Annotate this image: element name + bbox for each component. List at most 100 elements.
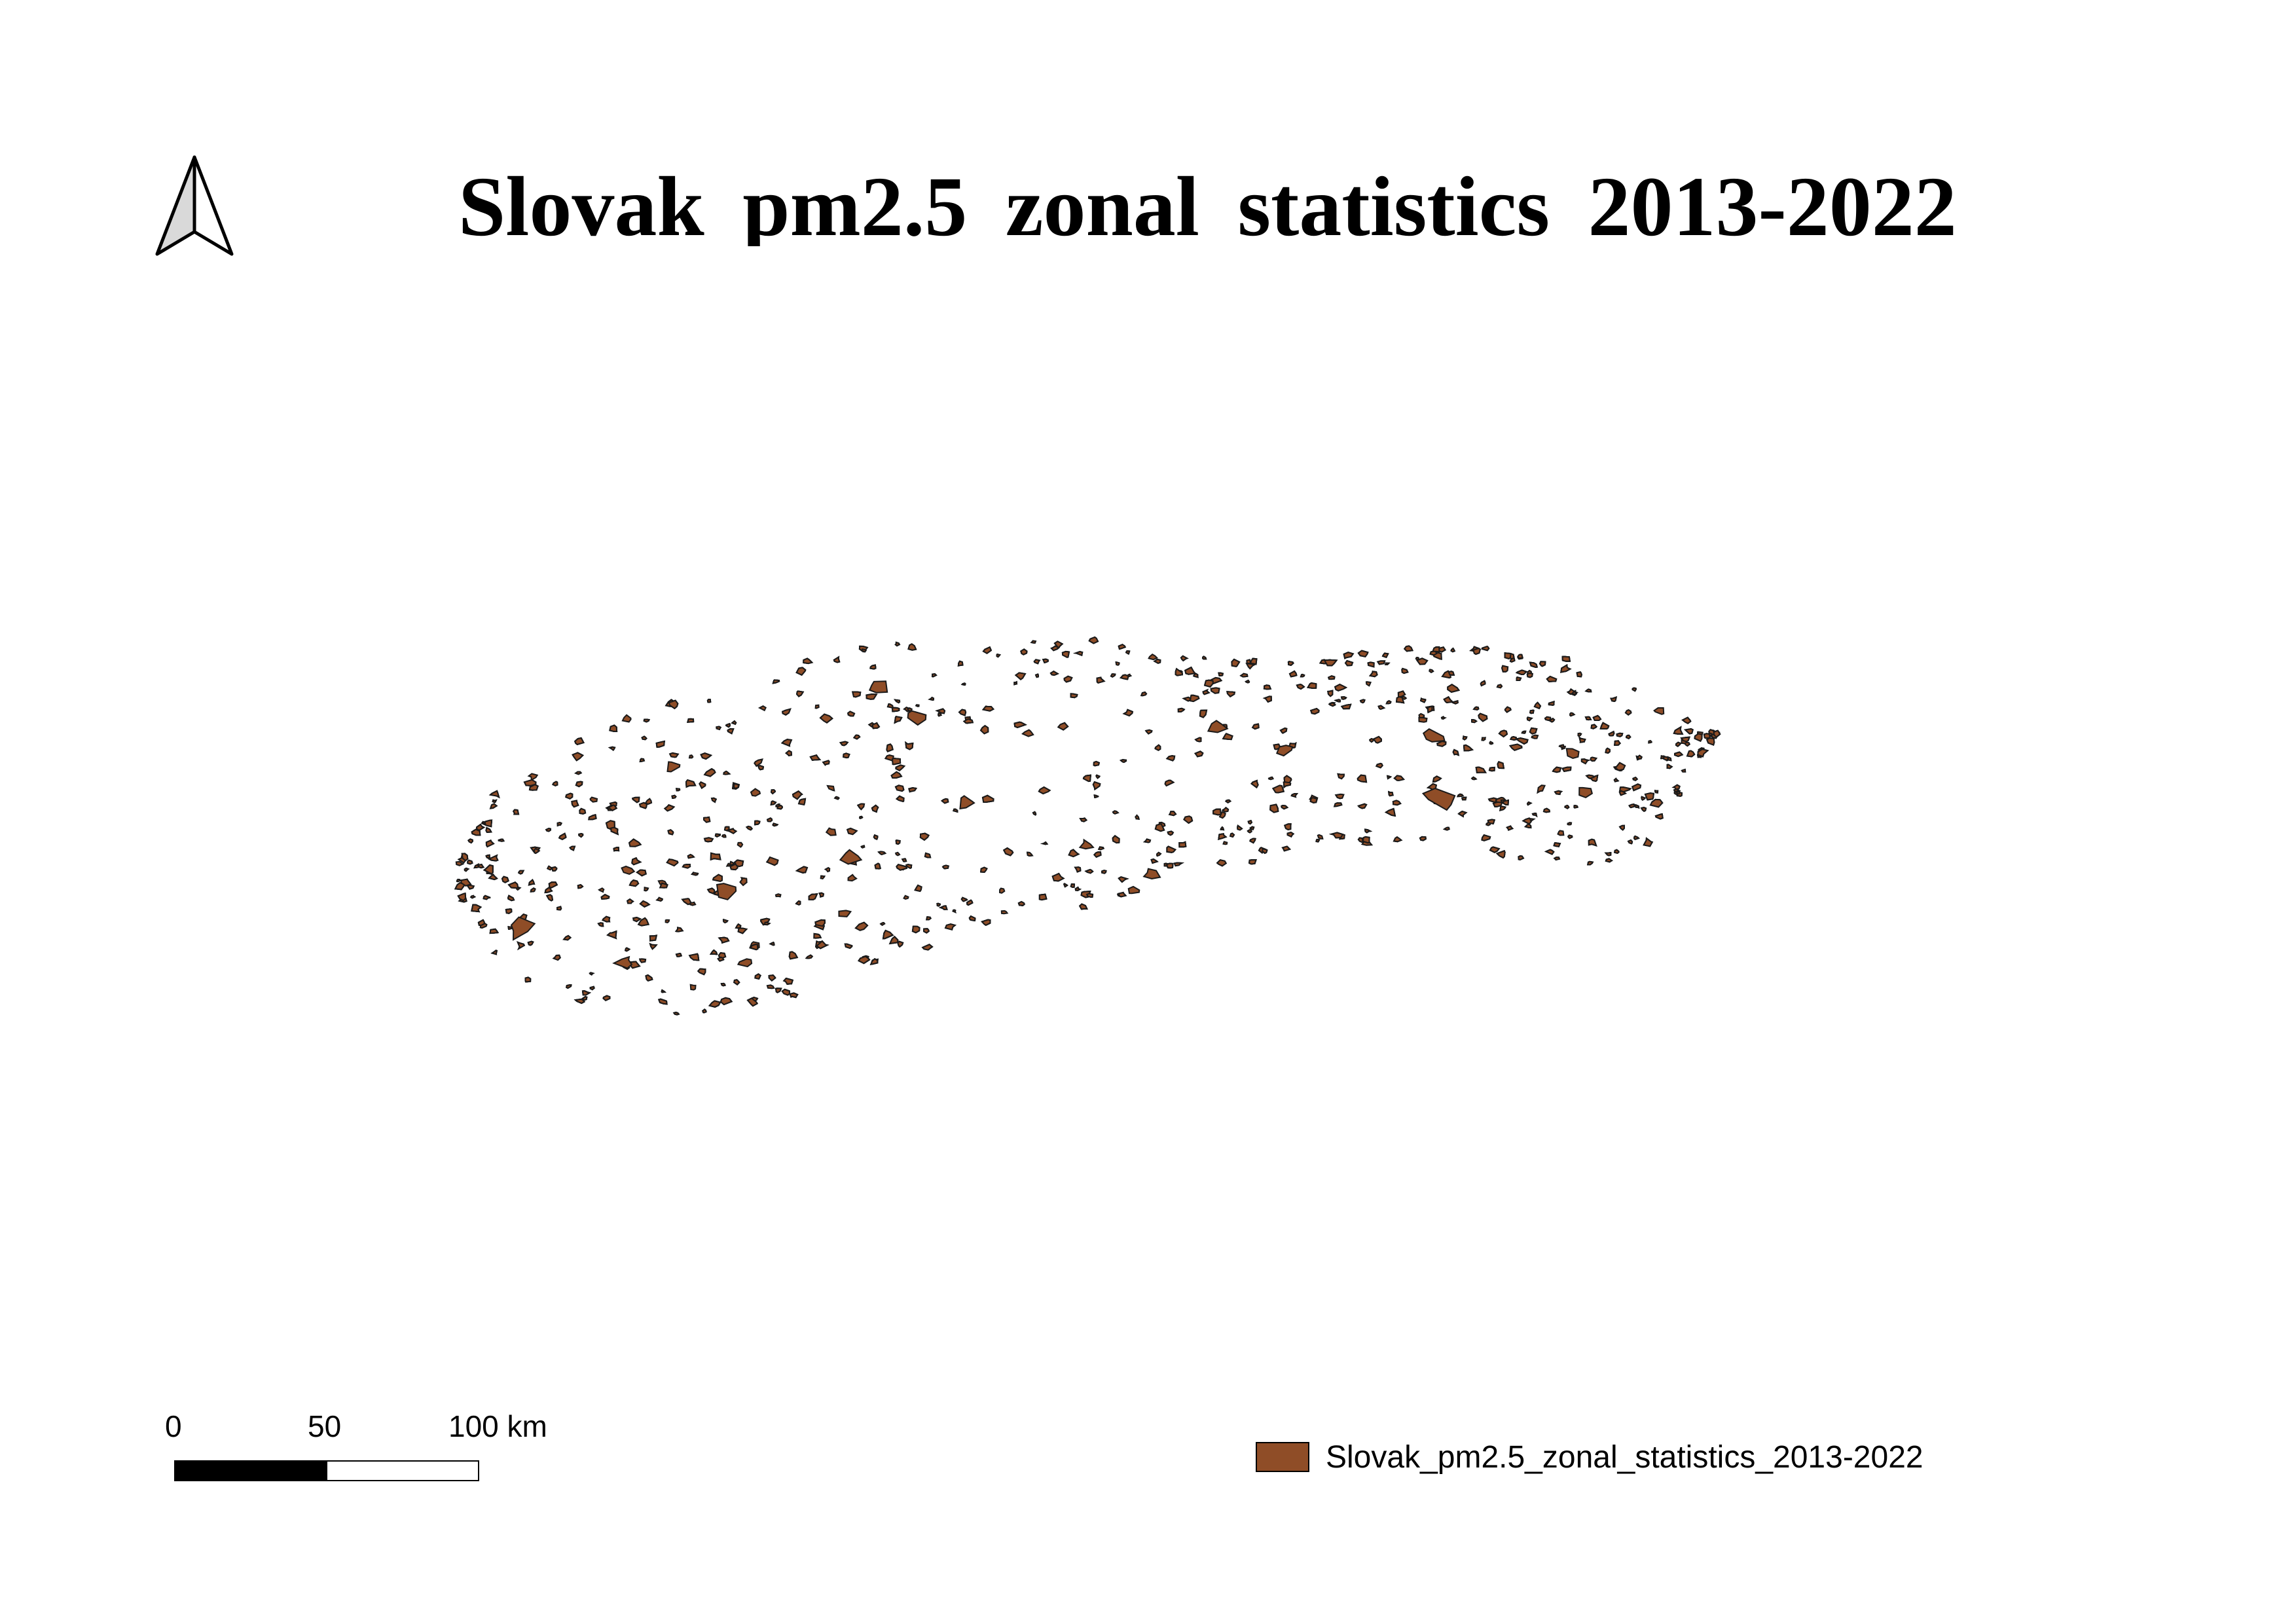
zone-polygon — [1281, 845, 1291, 852]
zone-polygon — [1684, 728, 1694, 735]
zone-polygon — [776, 804, 783, 810]
zone-polygon — [897, 940, 904, 948]
zone-polygon — [1013, 721, 1027, 728]
zone-polygon — [1471, 719, 1478, 724]
zone-polygon — [1571, 691, 1578, 695]
zone-polygon — [1290, 793, 1298, 798]
zone-polygon — [754, 973, 761, 980]
zone-polygon — [1548, 700, 1555, 706]
zone-polygon — [1177, 707, 1186, 713]
zone-polygon — [980, 866, 988, 873]
zone-polygon — [998, 887, 1006, 894]
zone-polygon — [996, 653, 1001, 658]
zone-polygon — [1684, 741, 1690, 747]
zone-polygon — [894, 716, 903, 724]
zone-polygon — [657, 998, 668, 1005]
zone-polygon — [733, 783, 739, 790]
zone-polygon — [1340, 703, 1352, 710]
zone-polygon — [797, 798, 807, 806]
zone-polygon — [1592, 714, 1602, 722]
zone-polygon — [1614, 740, 1622, 746]
zone-polygon — [890, 771, 903, 779]
zone-polygon — [523, 779, 537, 786]
zone-polygon — [606, 930, 617, 940]
zone-polygon — [544, 886, 553, 894]
zone-polygon — [483, 864, 494, 875]
zone-polygon — [895, 764, 906, 771]
zone-polygon — [1527, 801, 1533, 806]
zone-polygon — [668, 752, 680, 758]
zone-polygon — [558, 832, 567, 841]
zone-polygon — [655, 740, 665, 748]
north-arrow-icon — [155, 155, 234, 256]
zone-polygon — [1673, 726, 1684, 735]
zone-polygon — [581, 996, 588, 1001]
zone-polygon — [687, 718, 695, 723]
zone-polygon — [1553, 856, 1561, 861]
zone-polygon — [914, 884, 922, 893]
zone-polygon — [1675, 790, 1681, 795]
zone-polygon — [928, 696, 935, 701]
zone-polygon — [814, 919, 826, 927]
zone-polygon — [1194, 750, 1204, 758]
zone-polygon — [1309, 797, 1318, 803]
zone-polygon — [720, 997, 733, 1006]
zone-polygon — [1401, 667, 1409, 674]
zone-polygon — [1359, 699, 1366, 704]
zone-polygon — [1654, 790, 1659, 794]
zone-polygon — [1225, 799, 1231, 803]
zone-polygon — [737, 927, 748, 934]
zone-polygon — [891, 758, 902, 766]
zone-polygon — [1610, 696, 1617, 702]
zone-polygon — [507, 881, 519, 889]
zone-polygon — [700, 752, 713, 760]
zone-polygon — [566, 984, 572, 989]
zone-polygon — [1529, 661, 1539, 669]
zone-polygon — [746, 997, 758, 1007]
zone-polygon — [1120, 674, 1129, 680]
zone-polygon — [1218, 672, 1224, 677]
zone-polygon — [588, 813, 597, 821]
zone-polygon — [1112, 835, 1120, 844]
zone-polygon — [674, 927, 684, 932]
zone-polygon — [676, 788, 681, 792]
zone-polygon — [1608, 730, 1615, 737]
zone-polygon — [534, 847, 541, 855]
zone-polygon — [1393, 775, 1405, 781]
zone-polygon — [1220, 826, 1225, 831]
zone-polygon — [839, 849, 863, 865]
zone-polygon — [1229, 832, 1235, 838]
zone-polygon — [1247, 820, 1253, 825]
zone-polygon — [1222, 733, 1233, 741]
zone-polygon — [574, 737, 585, 746]
zone-polygon — [1120, 759, 1127, 764]
zone-polygon — [697, 968, 706, 976]
zone-polygon — [1614, 762, 1626, 771]
zone-polygon — [639, 900, 651, 908]
zone-polygon — [1515, 669, 1528, 676]
zone-polygon — [571, 800, 579, 808]
zone-polygon — [1440, 716, 1447, 720]
zone-polygon — [718, 936, 730, 944]
zone-polygon — [1529, 709, 1535, 714]
zone-polygon — [1153, 658, 1161, 664]
zone-polygon — [1488, 766, 1495, 772]
zone-polygon — [1396, 695, 1405, 704]
zone-polygon — [1508, 743, 1523, 751]
zone-polygon — [467, 859, 473, 865]
zone-polygon — [1249, 657, 1258, 665]
zone-polygon — [675, 952, 683, 957]
zone-polygon — [1654, 813, 1664, 820]
zone-polygon — [966, 899, 974, 906]
zone-polygon — [488, 874, 498, 881]
zone-polygon — [609, 724, 618, 732]
zone-polygon — [769, 941, 775, 946]
zone-polygon — [507, 895, 515, 902]
zone-polygon — [666, 761, 681, 773]
zone-polygon — [1529, 727, 1538, 735]
zone-polygon — [873, 834, 879, 840]
zone-polygon — [1357, 650, 1369, 657]
zone-polygon — [621, 714, 632, 723]
zone-polygon — [699, 781, 706, 789]
